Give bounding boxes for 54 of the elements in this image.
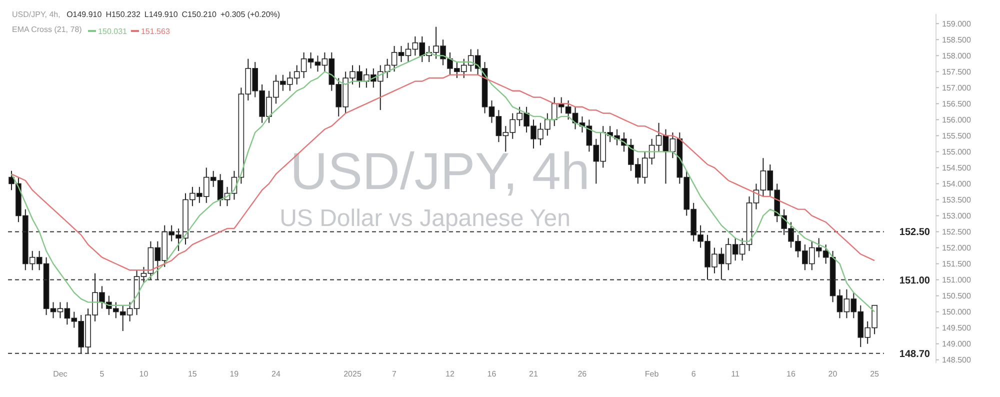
y-tick-label: 150.000 [942,308,972,317]
y-tick-label: 152.500 [942,228,972,237]
y-tick-label: 159.000 [942,19,972,28]
y-tick-label: 155.000 [942,148,972,157]
annotation: +0.305 (+0.20%) [220,10,280,19]
watermark: USD/JPY, 4h US Dollar vs Japanese Yen [278,144,591,234]
y-tick-label: 157.500 [942,67,972,76]
ref-line-label: 152.50 [899,227,930,238]
annotation: C150.210 [182,10,216,19]
x-tick-label: 20 [828,370,838,379]
y-tick-label: 149.500 [942,324,972,333]
y-tick-label: 154.000 [942,180,972,189]
chart-title: USD/JPY, 4h, [12,10,62,19]
y-tick-label: 156.000 [942,116,972,124]
legend-title: EMA Cross (21, 78) [12,25,83,34]
y-tick-label: 154.500 [942,164,972,173]
y-tick-label: 152.000 [942,244,972,253]
x-tick-label: 16 [487,370,497,379]
legend-label: 150.031 [98,26,127,36]
legend-label: 151.563 [140,26,170,36]
x-tick-label: 15 [188,370,198,379]
annotation: O149.910 [66,10,102,19]
x-tick-label: 2025 [344,370,362,379]
x-tick-label: 12 [446,370,455,379]
y-tick-label: 153.000 [942,212,972,221]
y-tick-label: 149.000 [942,340,972,349]
y-tick-label: 151.000 [942,276,972,285]
x-tick-label: 6 [691,370,696,379]
x-tick-label: 16 [786,370,796,379]
y-tick-label: 156.500 [942,99,972,108]
x-tick-label: Feb [644,370,660,379]
y-tick-label: 153.500 [942,196,972,205]
x-tick-label: Dec [53,370,68,379]
ref-line-label: 148.70 [899,348,930,360]
annotation: H150.232 [106,10,140,19]
y-tick-label: 148.500 [942,356,972,365]
y-tick-label: 155.500 [942,132,972,141]
x-tick-label: 19 [230,370,240,379]
x-tick-label: 25 [870,370,880,379]
x-tick-label: 5 [100,370,105,379]
x-tick-label: 7 [392,370,398,379]
x-tick-label: 10 [139,370,149,379]
y-tick-label: 150.500 [942,292,972,301]
y-tick-label: 151.500 [942,260,972,269]
annotation: L149.910 [144,10,178,19]
y-tick-label: 158.000 [942,51,972,60]
ref-line-label: 151.00 [899,275,930,286]
x-tick-label: 26 [578,370,588,379]
x-tick-label: 11 [731,370,740,379]
x-tick-label: 24 [272,370,281,379]
x-tick-label: 21 [529,370,538,379]
line-series [10,74,876,271]
y-tick-label: 157.000 [942,83,972,92]
y-tick-label: 158.500 [942,35,972,44]
